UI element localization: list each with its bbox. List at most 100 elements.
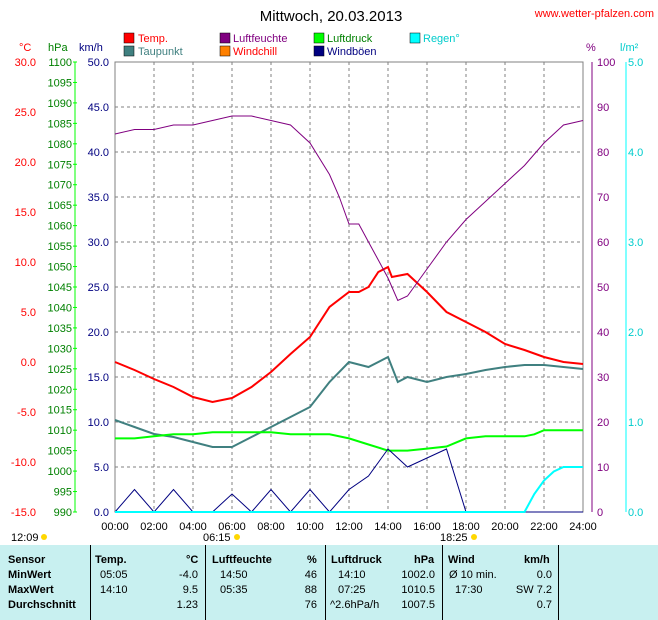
humid-tick-label: 20	[597, 417, 609, 429]
wind-time: 17:30	[455, 584, 483, 596]
table-divider	[90, 545, 91, 620]
temp-tick-label: -10.0	[11, 457, 36, 469]
wind-value: SW 7.2	[515, 584, 552, 596]
press-time: 14:10	[338, 569, 366, 581]
legend-label-temp: Temp.	[138, 33, 168, 45]
pressure-line	[115, 429, 583, 452]
statistics-table: Sensor Temp. °C Luftfeuchte % Luftdruck …	[0, 545, 658, 620]
wind-value: 0.7	[536, 599, 552, 611]
temp-value: 1.23	[176, 599, 198, 611]
header-wind-unit: km/h	[524, 554, 550, 566]
x-tick-label: 22:00	[530, 521, 558, 533]
press-tick-label: 1065	[48, 200, 72, 212]
wind-tick-label: 25.0	[88, 282, 109, 294]
press-tick-label: 1085	[48, 118, 72, 130]
grid	[115, 62, 583, 512]
x-tick-label: 16:00	[413, 521, 441, 533]
header-humid: Luftfeuchte	[212, 554, 272, 566]
press-tick-label: 1055	[48, 241, 72, 253]
source-link[interactable]: www.wetter-pfalzen.com	[534, 8, 654, 20]
humid-value: 76	[304, 599, 317, 611]
sunset-icon	[471, 534, 477, 540]
table-row: Durchschnitt 1.23 76 ^2.6hPa/h 1007.5 0.…	[0, 598, 658, 613]
wind-tick-label: 10.0	[88, 417, 109, 429]
humidity-line	[114, 115, 584, 302]
wind-tick-label: 0.0	[94, 507, 109, 519]
table-row: MinWert 05:05 -4.0 14:50 46 14:10 1002.0…	[0, 568, 658, 583]
legend-swatch-press	[313, 32, 325, 44]
unit-humid: %	[586, 42, 596, 54]
wind-tick-label: 35.0	[88, 192, 109, 204]
press-value: 1007.5	[401, 599, 435, 611]
legend-label-press: Luftdruck	[327, 33, 373, 45]
x-tick-label: 20:00	[491, 521, 519, 533]
sunset-time: 18:25	[440, 532, 468, 544]
x-tick-label: 24:00	[569, 521, 597, 533]
x-tick-label: 12:00	[335, 521, 363, 533]
weather-chart: Mittwoch, 20.03.2013 www.wetter-pfalzen.…	[11, 8, 654, 544]
x-tick-label: 04:00	[179, 521, 207, 533]
humid-time: 14:50	[220, 569, 248, 581]
legend-swatch-temp	[123, 32, 135, 44]
humid-tick-label: 90	[597, 102, 609, 114]
humid-time: 05:35	[220, 584, 248, 596]
temp-tick-label: 5.0	[21, 307, 36, 319]
press-time: ^2.6hPa/h	[330, 599, 380, 611]
wind-tick-label: 45.0	[88, 102, 109, 114]
temp-tick-label: -5.0	[17, 407, 36, 419]
press-tick-label: 1025	[48, 364, 72, 376]
x-tick-label: 00:00	[101, 521, 129, 533]
temp-line	[114, 265, 584, 404]
press-tick-label: 1040	[48, 302, 72, 314]
press-tick-label: 1020	[48, 384, 72, 396]
temp-tick-label: 15.0	[15, 207, 36, 219]
sunrise-icon	[234, 534, 240, 540]
press-value: 1010.5	[401, 584, 435, 596]
temp-tick-label: 20.0	[15, 157, 36, 169]
wind-time: Ø 10 min.	[449, 569, 497, 581]
press-tick-label: 1060	[48, 221, 72, 233]
press-tick-label: 1075	[48, 159, 72, 171]
legend: Temp. Luftfeuchte Luftdruck Regen° Taupu…	[123, 32, 460, 58]
temp-time: 05:05	[100, 569, 128, 581]
x-tick-label: 18:00	[452, 521, 480, 533]
press-tick-label: 1100	[48, 57, 72, 69]
temp-time: 14:10	[100, 584, 128, 596]
temp-value: 9.5	[182, 584, 198, 596]
humid-tick-label: 10	[597, 462, 609, 474]
table-divider	[325, 545, 326, 620]
row-label: Durchschnitt	[8, 599, 76, 611]
wind-tick-label: 20.0	[88, 327, 109, 339]
press-tick-label: 1035	[48, 323, 72, 335]
temp-value: -4.0	[179, 569, 198, 581]
header-press: Luftdruck	[331, 554, 382, 566]
temp-tick-label: -15.0	[11, 507, 36, 519]
wind-value: 0.0	[536, 569, 552, 581]
moon-time: 12:09	[11, 532, 39, 544]
legend-swatch-dew	[123, 45, 135, 57]
rain-tick-label: 0.0	[628, 507, 643, 519]
humid-tick-label: 0	[597, 507, 603, 519]
table-divider	[558, 545, 559, 620]
table-divider	[205, 545, 206, 620]
wind-tick-label: 40.0	[88, 147, 109, 159]
row-label: MaxWert	[8, 584, 54, 596]
header-sensor: Sensor	[8, 554, 46, 566]
press-tick-label: 1000	[48, 466, 72, 478]
press-tick-label: 1050	[48, 262, 72, 274]
press-tick-label: 1015	[48, 405, 72, 417]
press-tick-label: 1010	[48, 425, 72, 437]
header-temp-unit: °C	[186, 554, 199, 566]
header-humid-unit: %	[307, 554, 317, 566]
wind-tick-label: 30.0	[88, 237, 109, 249]
humid-tick-label: 80	[597, 147, 609, 159]
press-tick-label: 995	[54, 487, 72, 499]
legend-swatch-windchill	[219, 45, 231, 57]
table-row: MaxWert 14:10 9.5 05:35 88 07:25 1010.5 …	[0, 583, 658, 598]
temp-tick-label: 0.0	[21, 357, 36, 369]
temp-tick-label: 10.0	[15, 257, 36, 269]
unit-rain: l/m²	[620, 42, 639, 54]
x-tick-label: 14:00	[374, 521, 402, 533]
temp-tick-label: 30.0	[15, 57, 36, 69]
wind-tick-label: 50.0	[88, 57, 109, 69]
